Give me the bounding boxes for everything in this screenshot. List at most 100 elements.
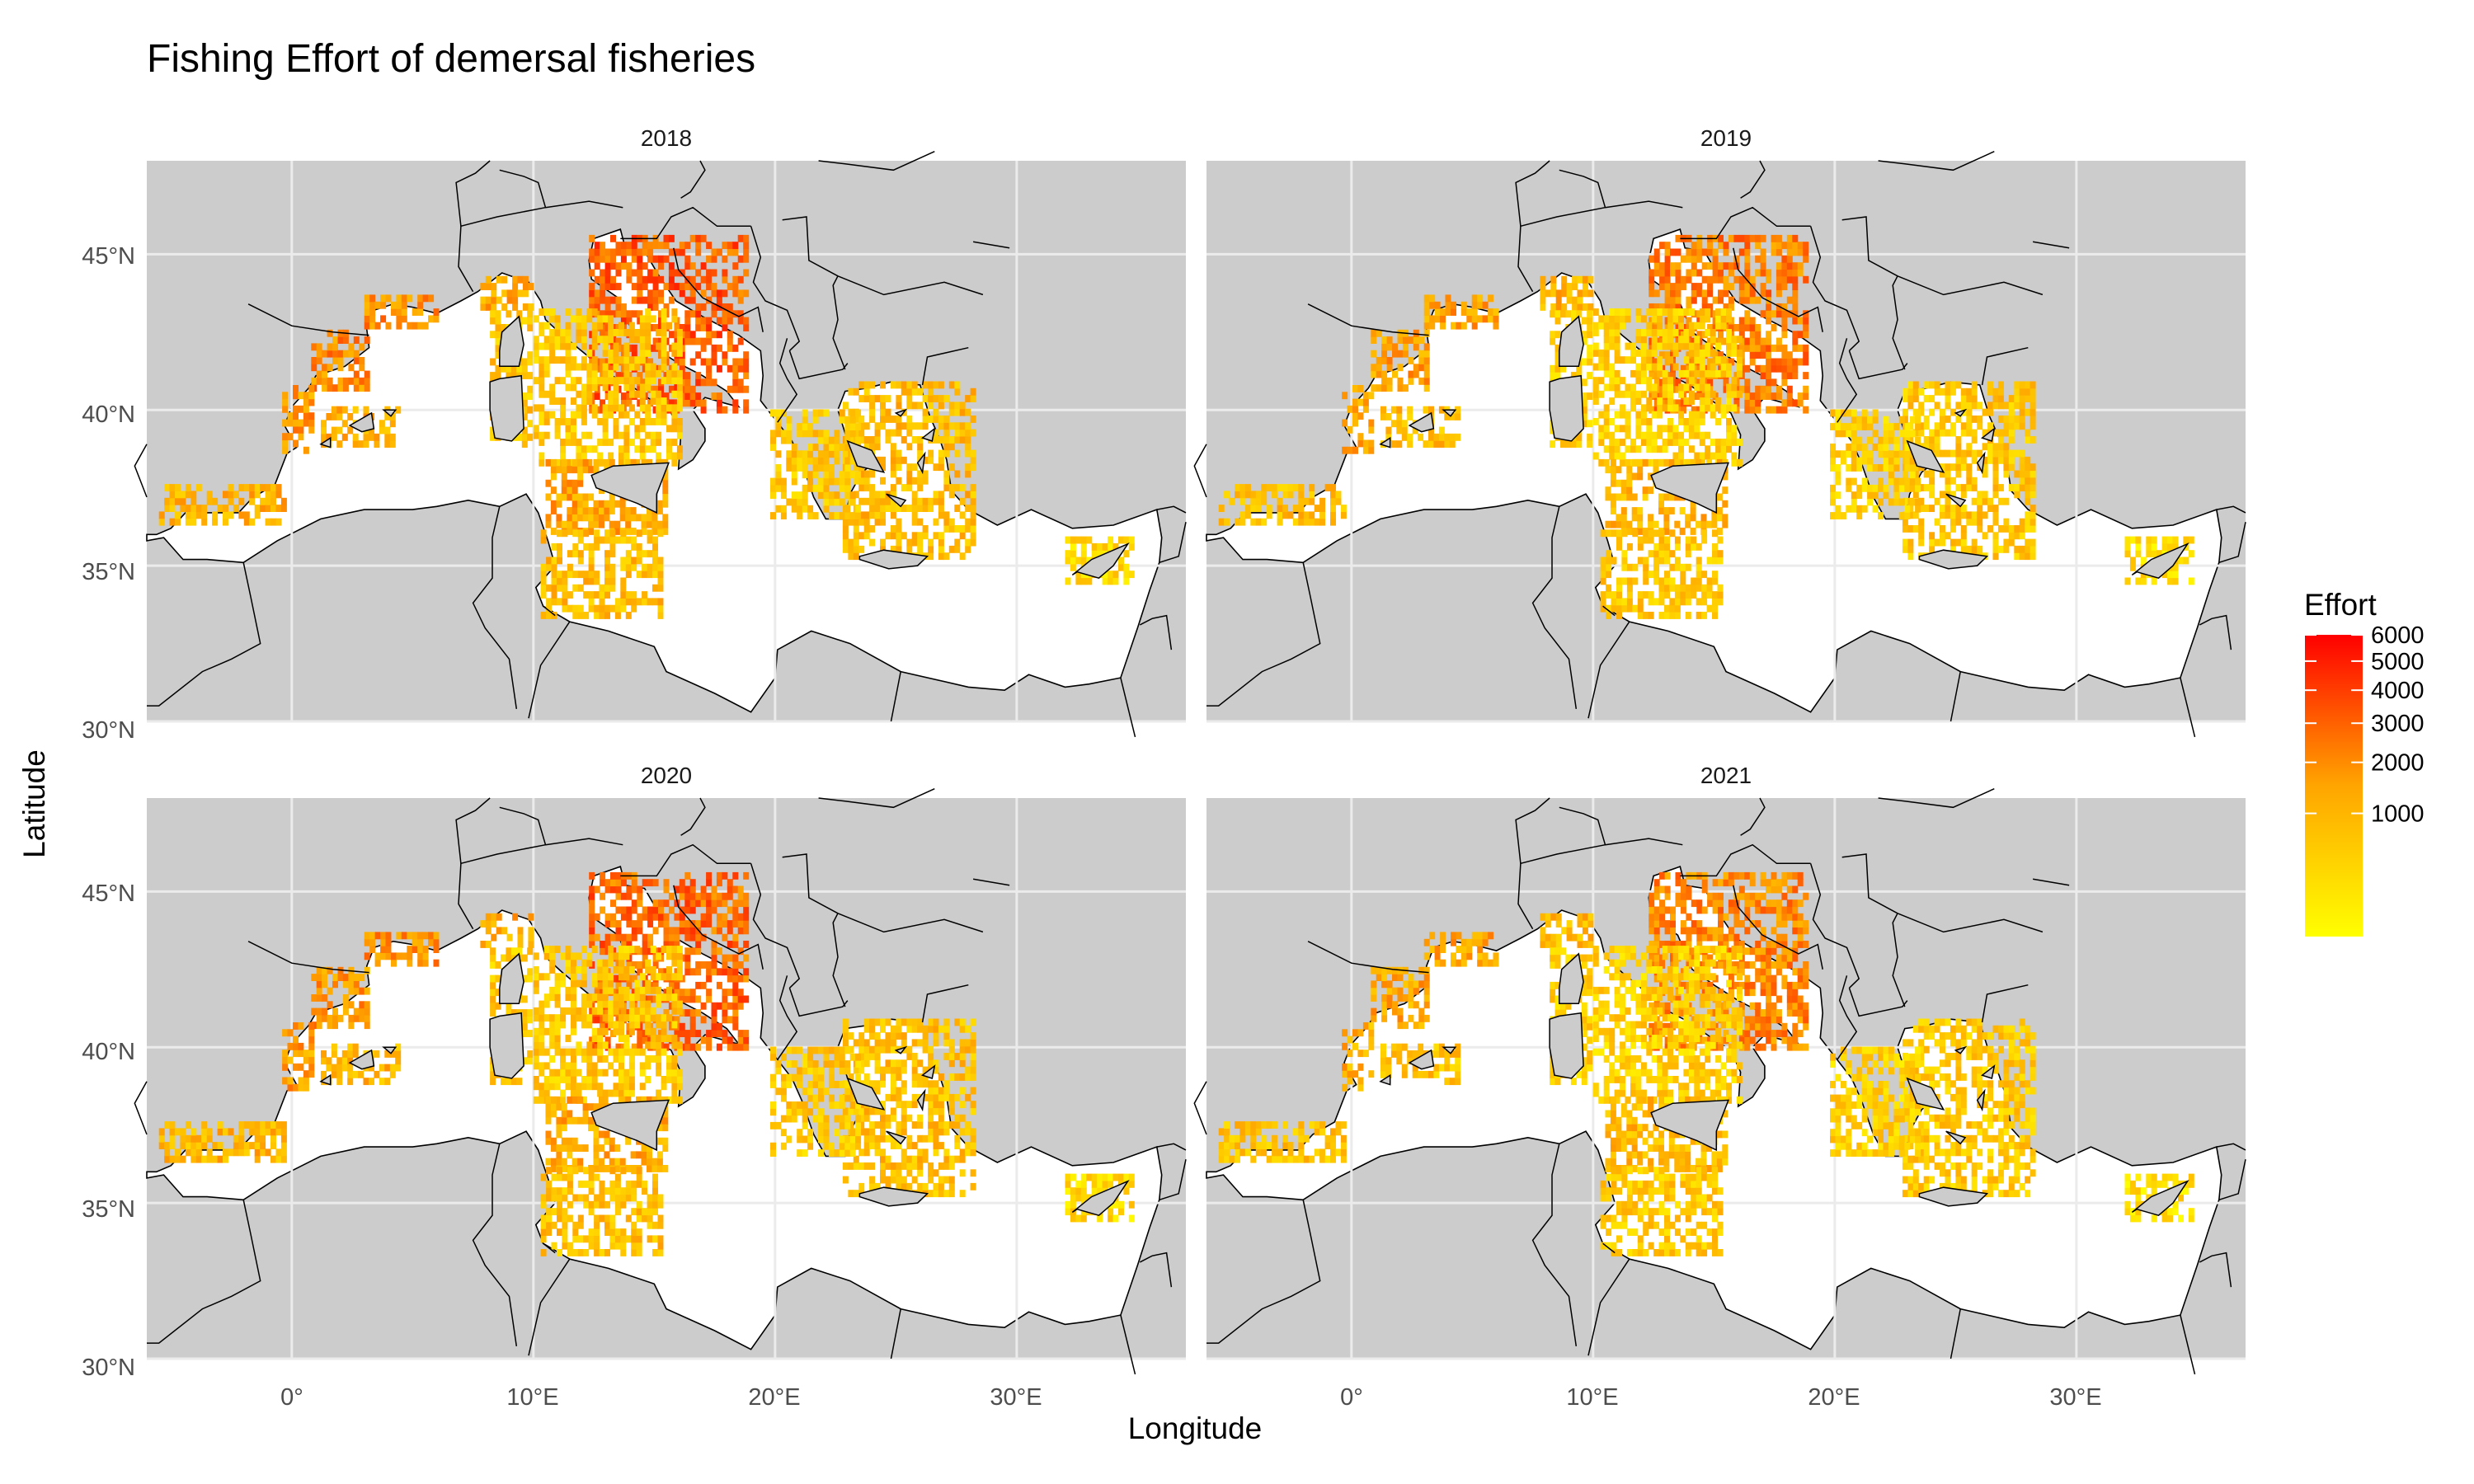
effort-cell: [647, 879, 654, 887]
effort-cell: [369, 301, 376, 309]
effort-cell: [727, 337, 733, 345]
effort-cell: [634, 336, 641, 344]
effort-cell: [1733, 324, 1740, 331]
effort-cell: [834, 512, 840, 519]
effort-cell: [674, 248, 680, 256]
effort-cell: [401, 952, 407, 960]
effort-cell: [906, 422, 913, 430]
effort-cell: [407, 946, 413, 953]
effort-cell: [1239, 518, 1246, 526]
effort-cell: [1482, 315, 1489, 323]
effort-cell: [1609, 377, 1616, 385]
effort-cell: [577, 584, 584, 592]
effort-cell: [495, 331, 501, 339]
effort-cell: [885, 532, 891, 540]
effort-cell: [316, 1014, 322, 1022]
effort-cell: [679, 989, 685, 997]
effort-cell: [1987, 408, 1994, 416]
effort-cell: [353, 1007, 360, 1016]
effort-cell: [551, 598, 557, 606]
effort-cell: [695, 317, 702, 325]
effort-cell: [588, 571, 595, 579]
effort-cell: [562, 604, 568, 613]
effort-cell: [716, 406, 722, 414]
effort-cell: [880, 511, 886, 519]
effort-cell: [380, 932, 387, 940]
effort-cell: [1977, 449, 1983, 458]
effort-cell: [743, 974, 750, 983]
effort-cell: [874, 511, 881, 519]
effort-cell: [1610, 472, 1616, 481]
effort-cell: [190, 511, 197, 519]
effort-cell: [828, 512, 835, 519]
effort-cell: [2014, 381, 2020, 389]
effort-cell: [1705, 445, 1711, 453]
effort-cell: [727, 385, 733, 393]
effort-cell: [933, 518, 939, 526]
effort-cell: [1357, 433, 1364, 441]
effort-cell: [1651, 349, 1658, 357]
country-border: [2032, 241, 2070, 249]
effort-cell: [1449, 433, 1456, 441]
effort-cell: [385, 938, 392, 946]
effort-cell: [1631, 507, 1638, 514]
effort-cell: [1606, 591, 1612, 599]
effort-cell: [332, 350, 338, 358]
effort-cell: [1683, 425, 1690, 433]
effort-cell: [849, 512, 856, 519]
effort-cell: [1803, 248, 1809, 256]
effort-cell: [1352, 405, 1358, 413]
effort-cell: [615, 269, 622, 277]
effort-cell: [1592, 383, 1599, 392]
effort-cell: [369, 433, 374, 441]
effort-cell: [1830, 450, 1836, 458]
effort-cell: [880, 491, 886, 499]
effort-cell: [1675, 234, 1681, 242]
effort-cell: [671, 458, 678, 467]
effort-cell: [1715, 452, 1722, 460]
effort-cell: [1651, 363, 1658, 371]
effort-cell: [1786, 269, 1793, 277]
effort-cell: [706, 913, 713, 921]
effort-cell: [342, 384, 349, 392]
effort-cell: [2019, 525, 2025, 533]
effort-cell: [327, 364, 333, 372]
effort-cell: [348, 377, 355, 385]
effort-cell: [684, 337, 691, 345]
effort-cell: [1653, 556, 1660, 565]
effort-cell: [1723, 303, 1729, 311]
effort-cell: [1712, 604, 1718, 613]
effort-cell: [722, 871, 728, 880]
effort-cell: [1649, 372, 1655, 379]
effort-cell: [2014, 422, 2020, 430]
effort-cell: [642, 598, 648, 606]
effort-cell: [1330, 518, 1336, 526]
effort-cell: [1992, 443, 1999, 451]
effort-cell: [1929, 484, 1935, 491]
effort-cell: [1397, 384, 1404, 392]
effort-cell: [679, 927, 685, 935]
effort-cell: [901, 456, 907, 464]
effort-cell: [732, 378, 739, 387]
effort-cell: [636, 550, 642, 558]
effort-cell: [1755, 364, 1761, 373]
effort-cell: [1835, 505, 1841, 513]
effort-cell: [543, 363, 550, 371]
effort-cell: [1598, 377, 1605, 385]
effort-cell: [417, 301, 424, 309]
effort-cell: [2172, 577, 2179, 585]
effort-cell: [1934, 497, 1940, 505]
effort-cell: [684, 242, 691, 250]
effort-cell: [1603, 315, 1610, 323]
effort-cell: [700, 1036, 707, 1045]
effort-cell: [1945, 463, 1951, 472]
effort-cell: [906, 443, 913, 451]
effort-cell: [711, 392, 717, 400]
effort-cell: [1616, 514, 1622, 522]
effort-cell: [1603, 445, 1610, 453]
effort-cell: [1872, 505, 1879, 513]
effort-cell: [732, 310, 739, 318]
effort-cell: [1856, 491, 1863, 500]
effort-cell: [700, 933, 707, 942]
effort-cell: [1950, 491, 1956, 499]
